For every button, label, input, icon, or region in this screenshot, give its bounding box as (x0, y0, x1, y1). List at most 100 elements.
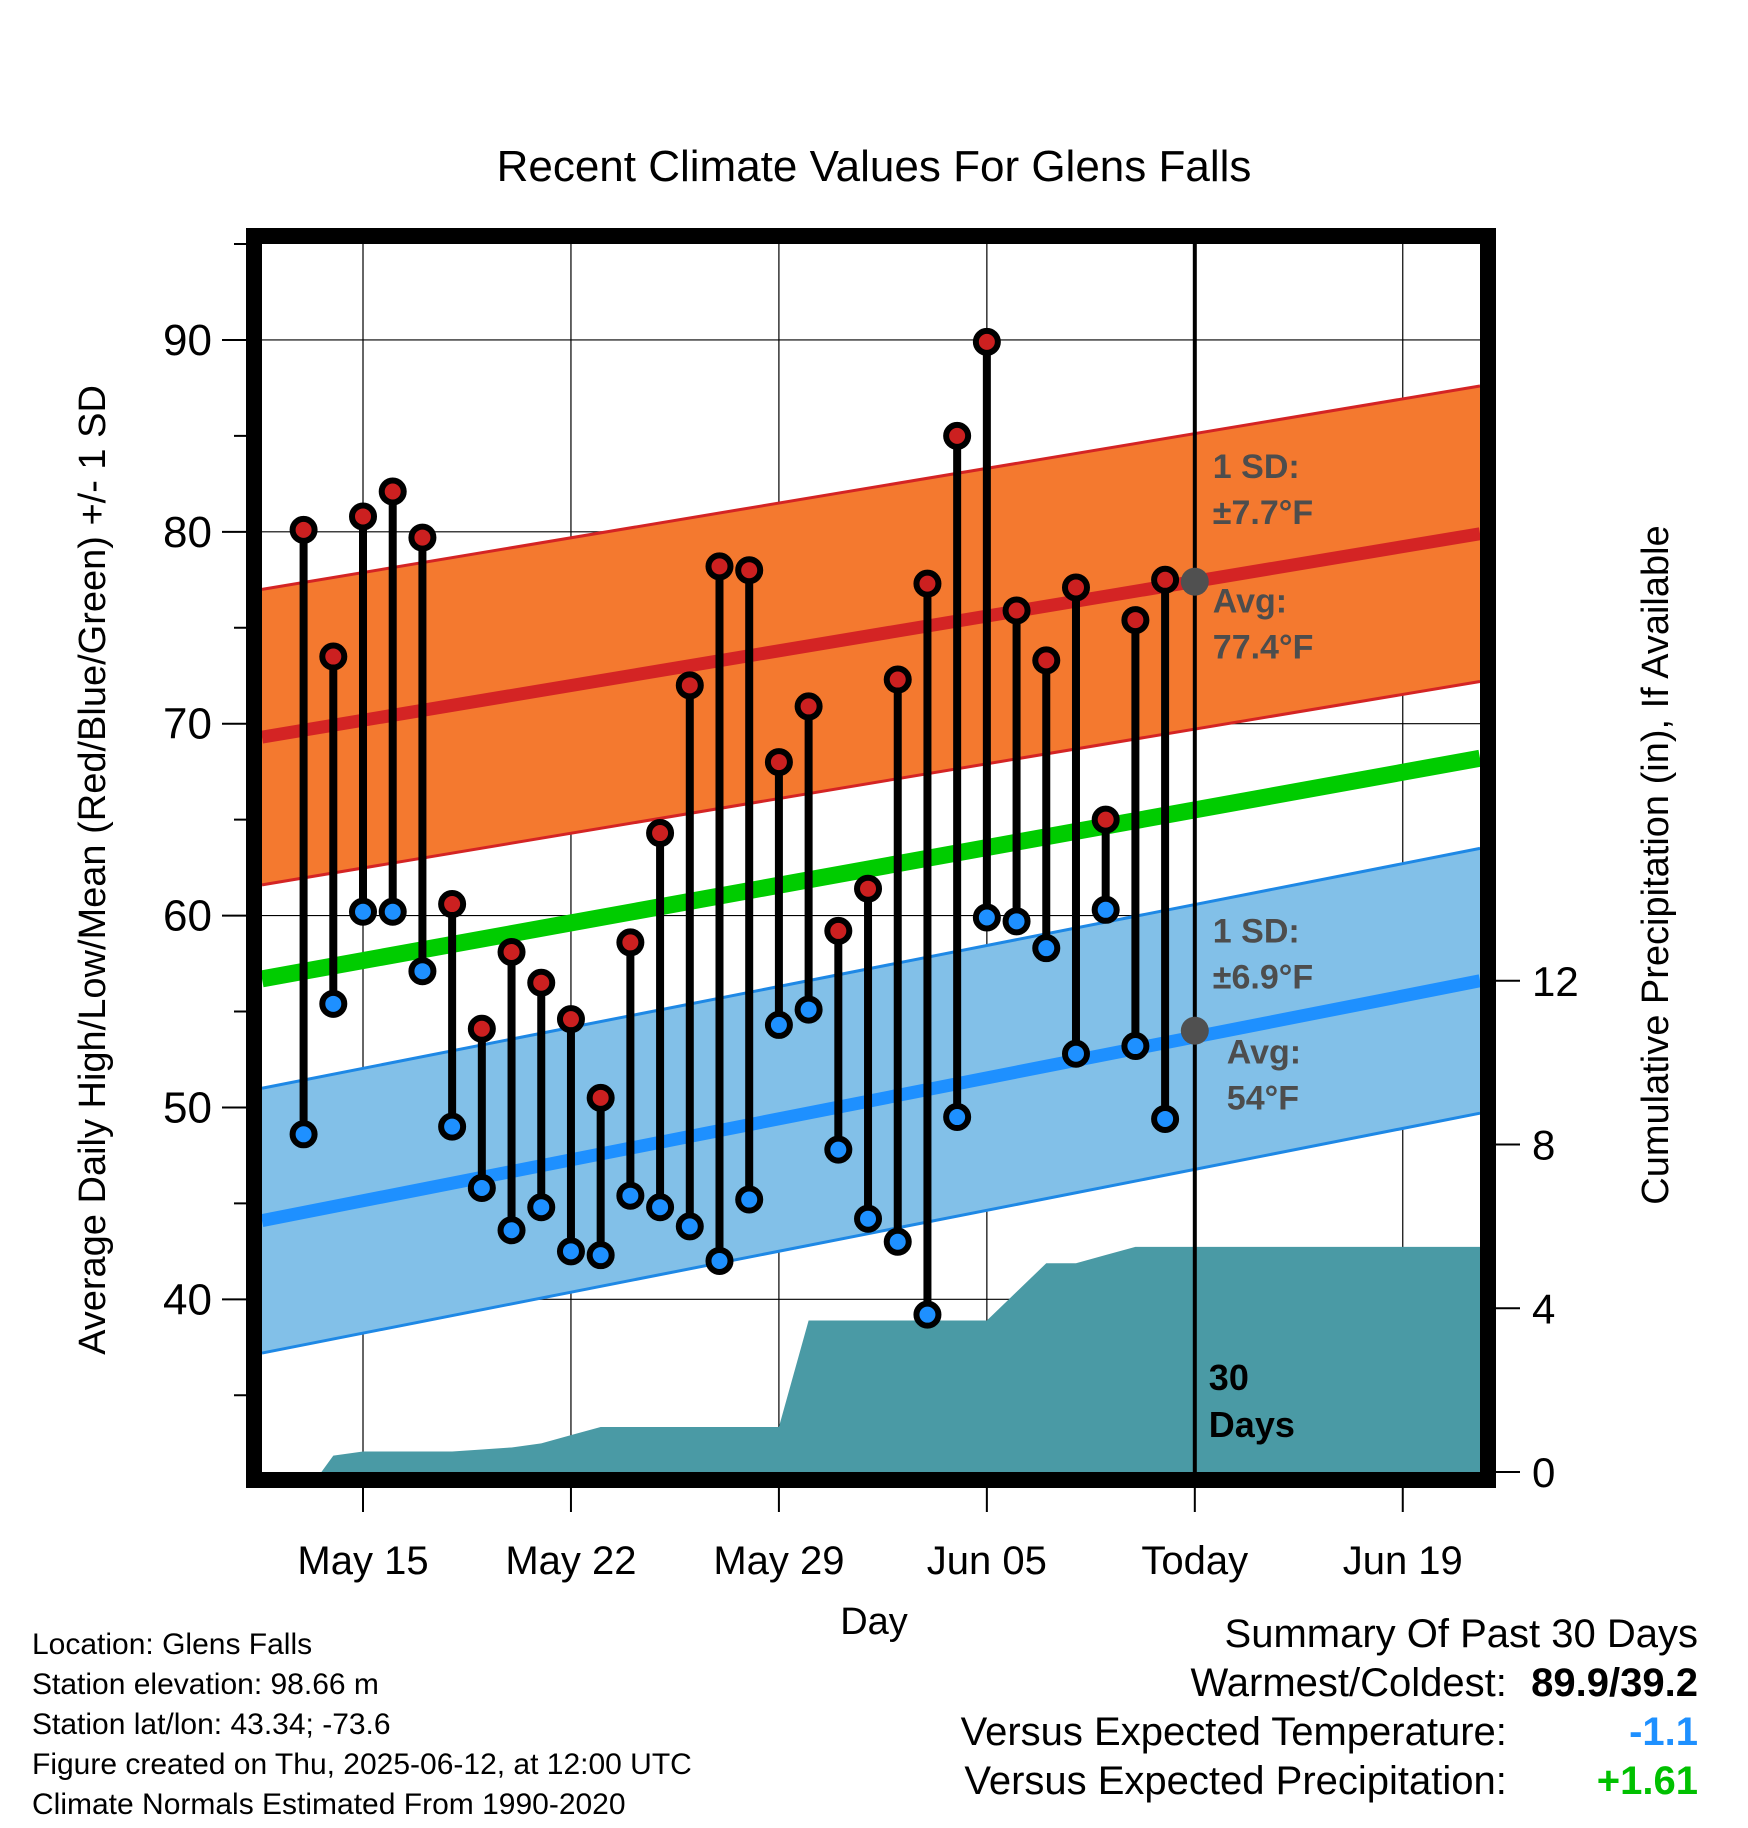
daily-low-point (764, 1010, 793, 1039)
y-tick-label: 80 (163, 508, 212, 557)
summary-title: Summary Of Past 30 Days (1224, 1612, 1698, 1656)
y2-axis-label: Cumulative Precipitation (in), If Availa… (1635, 525, 1677, 1204)
x-axis-label: Day (840, 1601, 908, 1643)
normal-high-line (260, 527, 1482, 744)
daily-high-point (883, 665, 912, 694)
summary-precip-label: Versus Expected Precipitation: (964, 1759, 1507, 1803)
daily-low-point (378, 897, 407, 926)
y-tick-label: 60 (163, 892, 212, 941)
daily-high-point (497, 938, 526, 967)
daily-high-point (1002, 596, 1031, 625)
daily-high-point (378, 477, 407, 506)
daily-high-point (1121, 606, 1150, 635)
daily-low-point (824, 1135, 853, 1164)
summary-temp-value: -1.1 (1629, 1710, 1698, 1754)
daily-low-point (913, 1300, 942, 1329)
daily-low-point (1091, 895, 1120, 924)
y-tick-label: 40 (163, 1275, 212, 1324)
daily-low-point (556, 1237, 585, 1266)
station-location: Location: Glens Falls (32, 1628, 313, 1661)
daily-low-point (1121, 1032, 1150, 1061)
daily-low-point (1002, 907, 1031, 936)
low-sd-label: 1 SD: (1213, 912, 1300, 950)
daily-low-point (289, 1120, 318, 1149)
daily-high-point (349, 502, 378, 531)
today-low-avg-point (1180, 1016, 1209, 1045)
daily-low-point (467, 1174, 496, 1203)
high-avg-label: Avg: (1213, 582, 1287, 620)
x-tick-label: Today (1141, 1539, 1248, 1583)
daily-high-point (646, 819, 675, 848)
high-sd-value: ±7.7°F (1213, 494, 1313, 532)
y2-tick-label: 12 (1532, 958, 1579, 1005)
today-label-number: 30 (1209, 1357, 1249, 1398)
high-sd-band-lower-edge (261, 679, 1481, 887)
daily-low-point (794, 995, 823, 1024)
climate-normals-period: Climate Normals Estimated From 1990-2020 (32, 1788, 626, 1821)
station-latlon: Station lat/lon: 43.34; -73.6 (32, 1708, 391, 1741)
low-avg-label: Avg: (1227, 1033, 1301, 1071)
daily-high-point (408, 523, 437, 552)
cumulative-precip-area (321, 1246, 1480, 1472)
x-tick-label: May 22 (505, 1539, 636, 1583)
daily-low-point (646, 1193, 675, 1222)
daily-high-point (319, 642, 348, 671)
daily-high-point (794, 692, 823, 721)
high-avg-value: 77.4°F (1213, 628, 1314, 666)
daily-low-point (408, 957, 437, 986)
daily-high-point (527, 968, 556, 997)
daily-low-point (1032, 934, 1061, 963)
daily-high-point (675, 671, 704, 700)
daily-low-point (319, 989, 348, 1018)
daily-high-point (705, 552, 734, 581)
daily-high-point (972, 327, 1001, 356)
daily-low-point (527, 1193, 556, 1222)
daily-high-point (1151, 565, 1180, 594)
summary-panel: Summary Of Past 30 Days Warmest/Coldest:… (961, 1610, 1698, 1806)
y-tick-label: 90 (163, 316, 212, 365)
daily-high-point (764, 748, 793, 777)
y2-tick-label: 0 (1532, 1449, 1555, 1496)
daily-high-point (943, 421, 972, 450)
today-high-avg-point (1180, 567, 1209, 596)
plot-area: 1 SD: ±7.7°F Avg: 77.4°F 1 SD: ±6.9°F Avg: 54°F… (163, 228, 1579, 1583)
daily-high-point (824, 916, 853, 945)
daily-high-point (438, 890, 467, 919)
daily-high-point (1091, 805, 1120, 834)
summary-precip-row: Versus Expected Precipitation: +1.61 (961, 1757, 1698, 1806)
summary-warmest-value: 89.9/39.2 (1531, 1661, 1698, 1705)
high-sd-band-upper-edge (261, 384, 1481, 591)
daily-high-point (586, 1083, 615, 1112)
y2-tick-label: 4 (1532, 1285, 1555, 1332)
x-tick-label: May 29 (713, 1539, 844, 1583)
figure-created: Figure created on Thu, 2025-06-12, at 12… (32, 1748, 692, 1781)
daily-high-point (1032, 646, 1061, 675)
chart-title: Recent Climate Values For Glens Falls (497, 142, 1252, 191)
y2-tick-label: 8 (1532, 1122, 1555, 1169)
daily-low-point (497, 1216, 526, 1245)
summary-temp-row: Versus Expected Temperature: -1.1 (961, 1708, 1698, 1757)
daily-low-point (349, 897, 378, 926)
daily-high-point (556, 1005, 585, 1034)
daily-low-point (943, 1103, 972, 1132)
daily-high-point (913, 569, 942, 598)
summary-warmest-label: Warmest/Coldest: (1190, 1661, 1507, 1705)
x-tick-label: Jun 05 (927, 1539, 1047, 1583)
daily-high-point (467, 1014, 496, 1043)
low-sd-value: ±6.9°F (1213, 958, 1313, 996)
daily-high-point (1061, 573, 1090, 602)
y-axis-label: Average Daily High/Low/Mean (Red/Blue/Gr… (72, 385, 114, 1355)
daily-low-point (616, 1181, 645, 1210)
low-sd-band-lower-edge (261, 1111, 1481, 1355)
daily-low-point (883, 1227, 912, 1256)
daily-high-point (289, 515, 318, 544)
daily-low-point (1061, 1039, 1090, 1068)
x-tick-label: Jun 19 (1343, 1539, 1463, 1583)
daily-high-point (735, 556, 764, 585)
daily-low-point (972, 903, 1001, 932)
daily-low-point (735, 1185, 764, 1214)
y-tick-label: 50 (163, 1083, 212, 1132)
daily-low-point (586, 1241, 615, 1270)
daily-high-point (854, 874, 883, 903)
